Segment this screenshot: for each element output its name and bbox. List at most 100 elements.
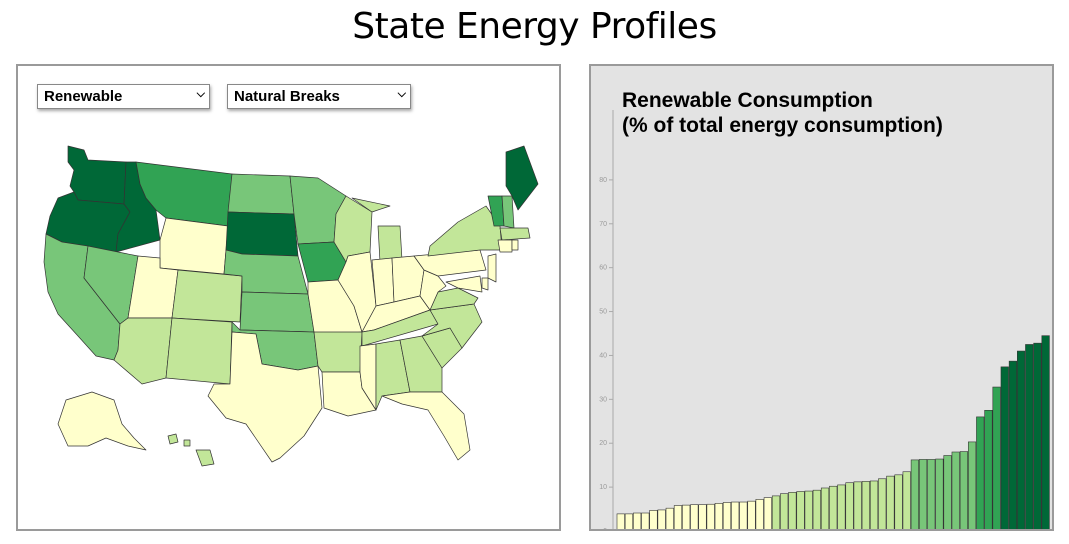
- chart-bar[interactable]: [722, 502, 732, 529]
- state-connecticut[interactable]: [497, 239, 513, 253]
- chart-bar[interactable]: [845, 482, 854, 529]
- chart-bar[interactable]: [935, 458, 944, 529]
- chart-bar[interactable]: [780, 493, 789, 529]
- state-illinois[interactable]: [337, 251, 377, 333]
- chart-bar[interactable]: [616, 513, 625, 529]
- chart-bar[interactable]: [706, 503, 715, 529]
- state-mississippi[interactable]: [359, 343, 377, 411]
- chart-bar[interactable]: [853, 481, 862, 529]
- chart-bar[interactable]: [927, 459, 936, 529]
- chart-bar[interactable]: [763, 497, 772, 529]
- state-washington[interactable]: [67, 145, 127, 205]
- bar-chart-panel: 0 10 20 30 40 50 60 70 80 Renewable Consumption …: [589, 64, 1054, 531]
- chart-bar[interactable]: [633, 512, 642, 529]
- chart-bar[interactable]: [1033, 342, 1042, 529]
- y-tick-label: 10: [599, 484, 607, 491]
- chart-bar[interactable]: [788, 492, 797, 529]
- y-tick-label: 0: [603, 528, 607, 529]
- chart-bar[interactable]: [698, 504, 707, 529]
- state-rhode-island[interactable]: [511, 239, 519, 251]
- page-title: State Energy Profiles: [352, 6, 717, 47]
- chevron-down-icon: ⌵: [397, 88, 406, 100]
- state-south-dakota[interactable]: [225, 211, 299, 257]
- state-hawaii[interactable]: [167, 433, 215, 467]
- chart-bar[interactable]: [657, 509, 666, 529]
- chart-bar[interactable]: [1041, 335, 1050, 529]
- chart-bar[interactable]: [812, 489, 821, 529]
- chart-title: Renewable Consumption (% of total energy…: [622, 88, 943, 138]
- us-choropleth-map: [43, 145, 539, 467]
- state-north-carolina[interactable]: [421, 303, 483, 349]
- state-alaska[interactable]: [57, 391, 147, 451]
- chart-bar[interactable]: [665, 507, 674, 529]
- chart-bar[interactable]: [641, 512, 650, 529]
- chart-bar[interactable]: [1017, 350, 1026, 529]
- chart-bar[interactable]: [820, 487, 830, 529]
- map-panel: Renewable ⌵ Natural Breaks ⌵: [16, 64, 561, 531]
- chart-bar[interactable]: [894, 474, 903, 529]
- y-tick-label: 60: [599, 265, 607, 272]
- chart-bar[interactable]: [673, 505, 683, 529]
- state-maryland[interactable]: [445, 275, 483, 293]
- y-tick-label: 50: [599, 309, 607, 316]
- state-arizona[interactable]: [113, 317, 173, 385]
- state-colorado[interactable]: [171, 269, 243, 323]
- state-new-mexico[interactable]: [165, 317, 233, 385]
- state-texas[interactable]: [207, 331, 323, 463]
- chart-bar[interactable]: [771, 495, 781, 529]
- state-new-york[interactable]: [427, 205, 503, 257]
- chart-bar[interactable]: [918, 459, 928, 529]
- chart-bar[interactable]: [951, 451, 960, 529]
- chart-bar[interactable]: [690, 504, 699, 529]
- chart-bar[interactable]: [1000, 366, 1009, 529]
- chart-bar[interactable]: [837, 484, 846, 529]
- chart-bar[interactable]: [755, 499, 764, 529]
- state-north-dakota[interactable]: [227, 173, 295, 215]
- state-new-hampshire[interactable]: [501, 195, 515, 229]
- state-wyoming[interactable]: [159, 217, 229, 275]
- chevron-down-icon: ⌵: [196, 88, 205, 100]
- chart-bar[interactable]: [649, 510, 658, 529]
- chart-bar[interactable]: [976, 416, 985, 529]
- chart-bar[interactable]: [739, 501, 748, 529]
- state-massachusetts[interactable]: [499, 227, 531, 241]
- chart-bar[interactable]: [804, 490, 813, 529]
- state-maine[interactable]: [505, 145, 539, 211]
- chart-bar[interactable]: [714, 503, 723, 529]
- chart-bar[interactable]: [731, 501, 740, 529]
- chart-bar[interactable]: [747, 500, 756, 529]
- state-delaware[interactable]: [481, 277, 489, 291]
- chart-bar[interactable]: [910, 459, 919, 529]
- classification-dropdown[interactable]: Natural Breaks ⌵: [227, 84, 411, 109]
- chart-title-line-1: Renewable Consumption: [622, 89, 873, 112]
- chart-bar[interactable]: [878, 478, 887, 529]
- chart-bar[interactable]: [902, 471, 911, 529]
- chart-bar[interactable]: [984, 410, 993, 529]
- chart-bar[interactable]: [796, 491, 805, 530]
- y-tick-label: 80: [599, 177, 607, 184]
- state-new-jersey[interactable]: [487, 253, 497, 283]
- chart-bar[interactable]: [1025, 344, 1034, 529]
- state-florida[interactable]: [381, 391, 471, 461]
- chart-bar[interactable]: [682, 504, 691, 529]
- chart-title-line-2: (% of total energy consumption): [622, 114, 943, 137]
- state-indiana[interactable]: [371, 257, 395, 307]
- y-tick-label: 70: [599, 221, 607, 228]
- chart-bar[interactable]: [1008, 360, 1018, 529]
- classification-dropdown-value: Natural Breaks: [234, 88, 340, 105]
- chart-bar[interactable]: [624, 513, 634, 529]
- chart-bar[interactable]: [959, 451, 969, 529]
- state-georgia[interactable]: [399, 335, 443, 393]
- chart-bar[interactable]: [992, 386, 1001, 529]
- chart-bar[interactable]: [861, 481, 870, 529]
- state-kansas[interactable]: [239, 291, 315, 333]
- attribute-dropdown-value: Renewable: [44, 88, 123, 105]
- chart-bar[interactable]: [829, 485, 838, 529]
- chart-bar[interactable]: [943, 455, 952, 529]
- y-tick-label: 20: [599, 440, 607, 447]
- chart-bar[interactable]: [886, 475, 895, 529]
- chart-bar[interactable]: [967, 441, 977, 529]
- attribute-dropdown[interactable]: Renewable ⌵: [37, 84, 210, 109]
- state-arkansas[interactable]: [313, 331, 363, 373]
- chart-bar[interactable]: [869, 480, 879, 529]
